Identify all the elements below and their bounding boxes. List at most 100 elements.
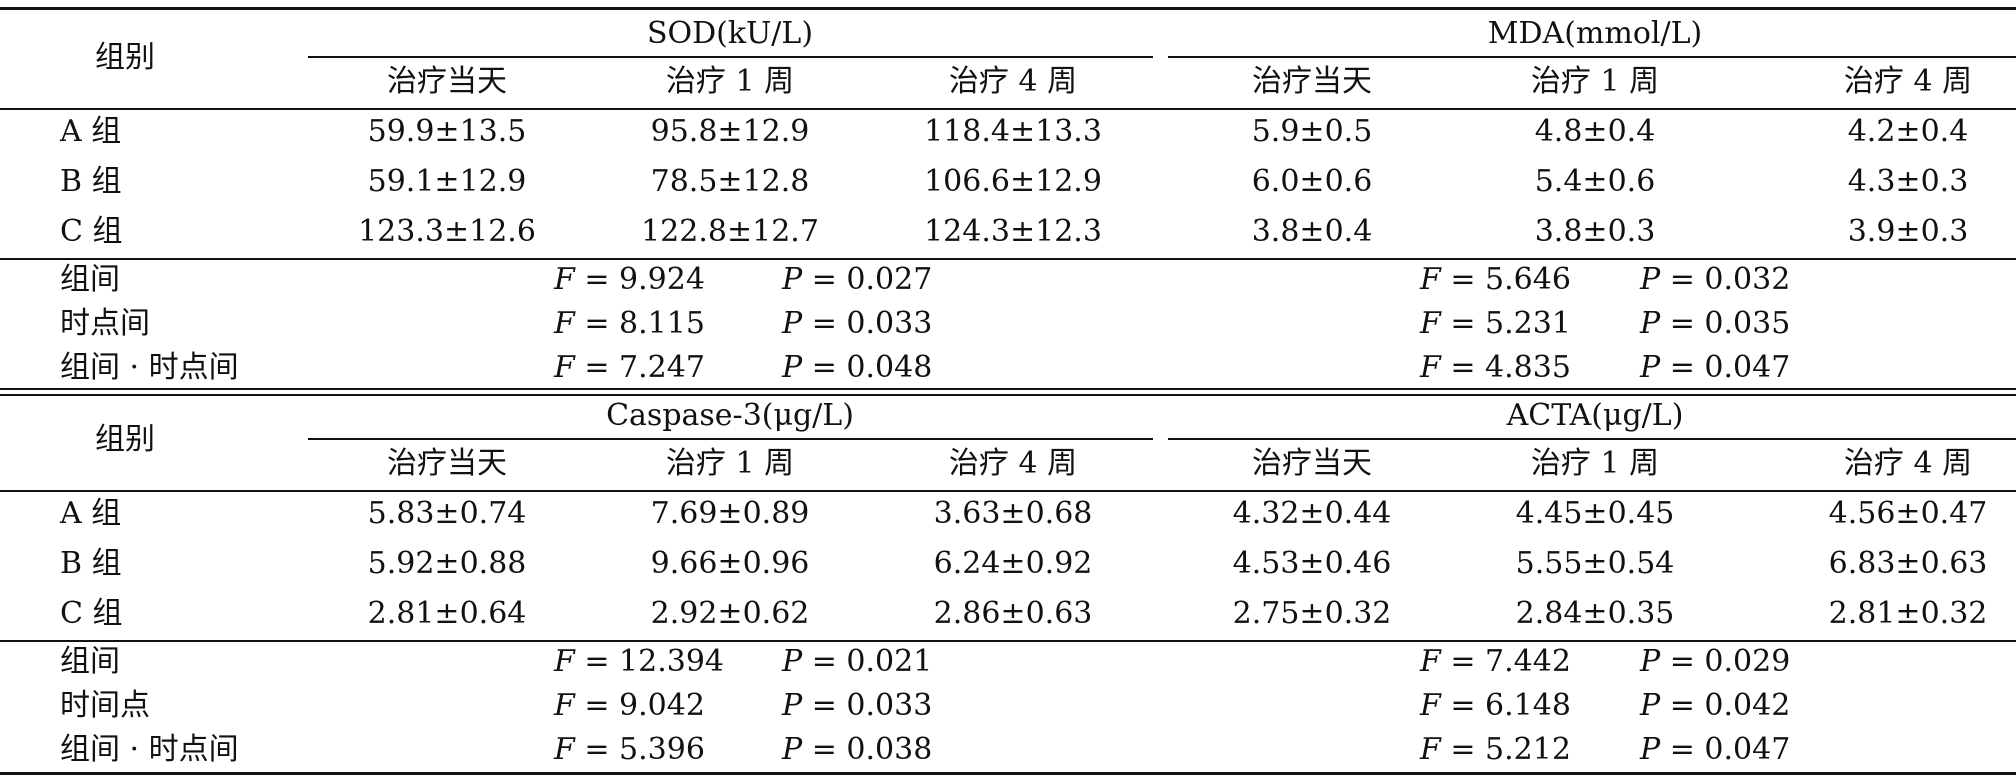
right-f-value: 4.835: [1485, 350, 1571, 385]
right-p-value: 0.035: [1704, 306, 1791, 341]
subheader-3: 治疗当天: [1252, 446, 1372, 481]
left-f-letter: F: [554, 644, 575, 679]
right-title-underline: [1168, 438, 2016, 440]
cell-value: 4.56±0.47: [1828, 496, 1988, 531]
left-f-value: 5.396: [619, 732, 705, 767]
left-title-underline: [308, 56, 1153, 58]
right-p: P = 0.032: [1640, 262, 1790, 298]
cell-value: 5.4±0.6: [1534, 164, 1656, 199]
left-p-value: 0.048: [846, 350, 933, 385]
cell-value: 3.8±0.3: [1534, 214, 1656, 249]
left-p: P = 0.033: [782, 306, 932, 342]
subheader-2: 治疗 4 周: [948, 446, 1078, 481]
body-bottom-rule: [0, 258, 2016, 260]
left-p-value: 0.033: [846, 306, 933, 341]
mda-title: MDA(mmol/L): [1487, 16, 1703, 51]
left-p: P = 0.021: [782, 644, 932, 680]
left-p-equals: =: [802, 644, 847, 679]
left-f-equals: =: [574, 732, 620, 767]
left-f: F = 5.396: [554, 732, 705, 768]
right-f-letter: F: [1420, 350, 1441, 385]
right-p-value: 0.047: [1704, 732, 1791, 767]
right-p-equals: =: [1660, 644, 1705, 679]
row-label: C 组: [60, 596, 123, 631]
left-f-value: 9.924: [619, 262, 705, 297]
left-p-equals: =: [802, 688, 847, 723]
group-header: 组别: [95, 40, 155, 75]
right-p-letter: P: [1640, 262, 1661, 297]
subheader-5: 治疗 4 周: [1843, 64, 1973, 99]
cell-value: 4.45±0.45: [1515, 496, 1675, 531]
cell-value: 2.81±0.32: [1828, 596, 1988, 631]
stat-label: 时间点: [60, 688, 150, 723]
right-f: F = 6.148: [1420, 688, 1571, 724]
stat-label: 组间 · 时点间: [60, 350, 239, 385]
right-f-letter: F: [1420, 306, 1441, 341]
section-double-rule-b: [0, 394, 2016, 396]
right-p-equals: =: [1660, 262, 1705, 297]
right-title-underline: [1168, 56, 2016, 58]
left-f-letter: F: [554, 306, 575, 341]
right-f-equals: =: [1440, 688, 1486, 723]
cell-value: 4.53±0.46: [1232, 546, 1392, 581]
cell-value: 2.84±0.35: [1515, 596, 1675, 631]
cell-value: 4.3±0.3: [1847, 164, 1969, 199]
right-f-letter: F: [1420, 644, 1441, 679]
cell-value: 78.5±12.8: [650, 164, 810, 199]
right-p-equals: =: [1660, 306, 1705, 341]
right-f-value: 6.148: [1485, 688, 1571, 723]
cell-value: 122.8±12.7: [641, 214, 819, 249]
right-f-equals: =: [1440, 306, 1486, 341]
right-p-letter: P: [1640, 306, 1661, 341]
right-f: F = 5.231: [1420, 306, 1571, 342]
sod-title: Caspase-3(μg/L): [606, 398, 854, 433]
cell-value: 106.6±12.9: [924, 164, 1102, 199]
left-p-letter: P: [782, 350, 803, 385]
left-p-letter: P: [782, 732, 803, 767]
cell-value: 4.32±0.44: [1232, 496, 1392, 531]
left-p: P = 0.027: [782, 262, 932, 298]
right-p: P = 0.047: [1640, 350, 1790, 386]
left-p-value: 0.038: [846, 732, 933, 767]
stat-label: 组间 · 时点间: [60, 732, 239, 767]
cell-value: 4.8±0.4: [1534, 114, 1656, 149]
left-p-letter: P: [782, 262, 803, 297]
bottom-rule: [0, 772, 2016, 775]
left-f-letter: F: [554, 688, 575, 723]
left-f-letter: F: [554, 732, 575, 767]
right-f-value: 7.442: [1485, 644, 1571, 679]
stat-label: 组间: [60, 262, 120, 297]
cell-value: 2.86±0.63: [933, 596, 1093, 631]
cell-value: 3.8±0.4: [1251, 214, 1373, 249]
cell-value: 59.1±12.9: [367, 164, 527, 199]
right-f: F = 4.835: [1420, 350, 1571, 386]
cell-value: 6.0±0.6: [1251, 164, 1373, 199]
row-label: B 组: [60, 164, 122, 199]
cell-value: 6.24±0.92: [933, 546, 1093, 581]
left-p-equals: =: [802, 732, 847, 767]
cell-value: 5.55±0.54: [1515, 546, 1675, 581]
right-p: P = 0.042: [1640, 688, 1790, 724]
row-label: C 组: [60, 214, 123, 249]
top-rule: [0, 7, 2016, 10]
cell-value: 4.2±0.4: [1847, 114, 1969, 149]
right-p: P = 0.029: [1640, 644, 1790, 680]
left-f-letter: F: [554, 350, 575, 385]
cell-value: 59.9±13.5: [367, 114, 527, 149]
right-p-value: 0.029: [1704, 644, 1791, 679]
cell-value: 95.8±12.9: [650, 114, 810, 149]
right-f-value: 5.231: [1485, 306, 1571, 341]
left-title-underline: [308, 438, 1153, 440]
left-p-letter: P: [782, 644, 803, 679]
left-f-value: 9.042: [619, 688, 705, 723]
left-f-letter: F: [554, 262, 575, 297]
row-label: A 组: [60, 496, 122, 531]
cell-value: 123.3±12.6: [358, 214, 536, 249]
cell-value: 2.81±0.64: [367, 596, 527, 631]
left-p-value: 0.027: [846, 262, 933, 297]
right-f-equals: =: [1440, 644, 1486, 679]
cell-value: 5.9±0.5: [1251, 114, 1373, 149]
left-p-value: 0.021: [846, 644, 933, 679]
cell-value: 5.83±0.74: [367, 496, 527, 531]
